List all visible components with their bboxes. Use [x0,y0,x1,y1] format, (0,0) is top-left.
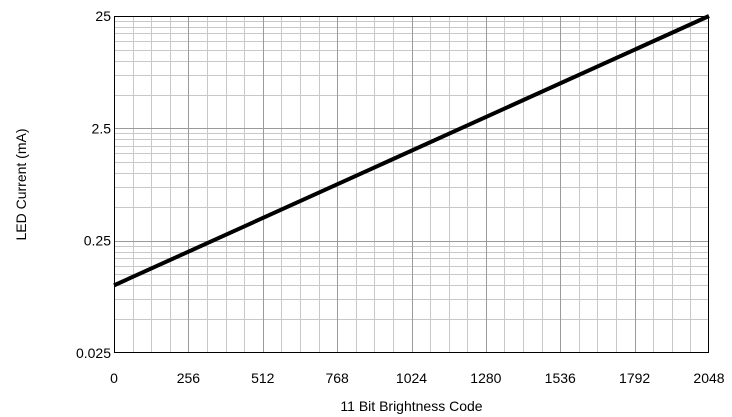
x-tick-label: 512 [251,370,275,386]
x-tick-label: 1792 [619,370,650,386]
y-tick-label: 0.25 [84,233,111,249]
y-tick-label: 0.025 [76,345,111,361]
x-axis-ticks: 0 256 512 768 1024 1280 1536 1792 2048 [110,370,725,386]
series-line-1 [113,14,710,288]
x-tick-label: 2048 [693,370,724,386]
grid-major [114,16,709,353]
y-axis-title: LED Current (mA) [13,128,29,240]
x-axis-title: 11 Bit Brightness Code [340,398,482,414]
y-axis-ticks: 0.025 0.25 2.5 25 [76,8,111,361]
x-tick-label: 1024 [396,370,427,386]
y-tick-label: 2.5 [92,120,112,136]
series-layer [113,14,710,288]
x-tick-label: 256 [177,370,201,386]
plot-frame [114,16,709,353]
x-tick-label: 1280 [470,370,501,386]
y-tick-label: 25 [95,8,111,24]
x-tick-label: 1536 [545,370,576,386]
x-tick-label: 768 [325,370,349,386]
x-tick-label: 0 [110,370,118,386]
grid-minor [114,16,709,353]
